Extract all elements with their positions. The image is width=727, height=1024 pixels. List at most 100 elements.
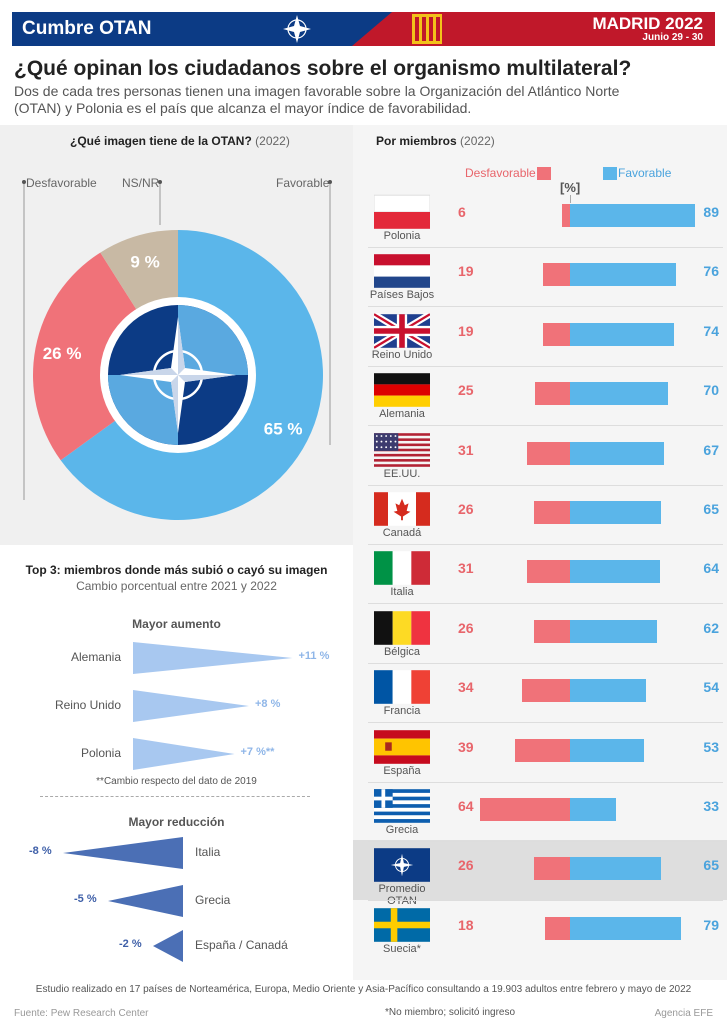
country-name: EE.UU. xyxy=(383,467,421,480)
flag-canada-icon xyxy=(374,492,430,526)
country-name: España xyxy=(383,764,421,777)
country-name: Polonia xyxy=(383,230,421,242)
study-note: Estudio realizado en 17 países de Nortea… xyxy=(35,984,692,995)
flag-polonia-icon xyxy=(374,194,430,229)
unfavorable-bar xyxy=(533,501,570,524)
row-separator xyxy=(368,603,723,605)
favorable-bar xyxy=(570,679,646,703)
header-title: Cumbre OTAN xyxy=(22,18,152,39)
unfavorable-value: 39 xyxy=(458,738,474,755)
row-separator xyxy=(368,247,723,248)
country-name: Italia xyxy=(390,586,414,599)
flag-reino-unido-icon xyxy=(374,312,430,349)
favorable-bar xyxy=(570,798,617,821)
flag-paises-bajos-icon xyxy=(374,254,430,289)
row-separator xyxy=(368,484,723,486)
favorable-bar xyxy=(570,441,664,465)
country-row-polonia: Polonia 6 89 xyxy=(368,192,723,250)
increase-value: +8 % xyxy=(255,698,281,710)
favorable-value: 67 xyxy=(703,441,719,458)
decrease-country: España / Canadá xyxy=(195,938,288,952)
pie-label-nsnr: NS/NR xyxy=(122,176,160,190)
unfavorable-value: 26 xyxy=(458,857,474,874)
country-name: Alemania xyxy=(379,408,425,421)
page-title: ¿Qué opinan los ciudadanos sobre el orga… xyxy=(14,57,632,80)
row-separator xyxy=(368,544,723,545)
unfavorable-bar xyxy=(543,263,570,287)
unfavorable-bar xyxy=(533,619,570,643)
decrease-value: -2 % xyxy=(119,938,142,950)
pie-value-ns-nr: 9 % xyxy=(130,253,159,272)
country-name: Grecia xyxy=(385,824,419,836)
unfavorable-value: 26 xyxy=(458,501,474,517)
increase-country: Polonia xyxy=(80,746,121,760)
favorable-value: 89 xyxy=(703,204,719,220)
favorable-bar xyxy=(570,857,661,881)
country-name: Reino Unido xyxy=(371,348,433,361)
page-subtitle: Dos de cada tres personas tienen una ima… xyxy=(14,83,620,116)
pie-value-favorable: 65 % xyxy=(264,420,303,439)
flag-italia-icon xyxy=(374,551,430,586)
country-row-belgica: Bélgica 26 62 xyxy=(368,608,723,666)
pie-leader-dot xyxy=(328,180,332,184)
unfavorable-value: 19 xyxy=(458,263,474,280)
unfavorable-value: 25 xyxy=(458,382,474,399)
pie-label-favorable: Favorable xyxy=(276,176,330,190)
favorable-bar xyxy=(570,738,645,762)
pie-value-desfavorable: 26 % xyxy=(43,344,82,363)
favorable-value: 74 xyxy=(703,322,719,339)
legend-desfavorable: Desfavorable xyxy=(465,166,536,180)
decrease-country: Grecia xyxy=(195,893,231,907)
flag-alemania-icon xyxy=(374,373,430,407)
country-row-grecia: Grecia 64 33 xyxy=(368,786,723,844)
flag-belgica-icon xyxy=(374,610,430,645)
row-separator xyxy=(368,841,723,842)
pie-label-desfavorable: Desfavorable xyxy=(26,176,97,190)
country-name: Países Bajos xyxy=(369,289,435,302)
country-row-canada: Canadá 26 65 xyxy=(368,489,723,547)
header-city: MADRID 2022 xyxy=(592,14,703,33)
increase-wedge-polonia xyxy=(133,738,235,770)
favorable-bar xyxy=(570,204,695,227)
legend-swatch-favorable xyxy=(603,167,617,180)
unfavorable-value: 64 xyxy=(458,798,474,814)
legend-favorable: Favorable xyxy=(618,166,672,180)
favorable-value: 65 xyxy=(703,501,719,517)
row-separator xyxy=(368,662,723,664)
flag-suecia-icon xyxy=(374,907,430,942)
favorable-value: 64 xyxy=(703,560,719,577)
favorable-value: 65 xyxy=(703,857,719,874)
pie-leader-dot xyxy=(22,180,26,184)
favorable-bar xyxy=(570,501,661,524)
unfavorable-value: 34 xyxy=(458,679,474,696)
favorable-value: 54 xyxy=(703,679,719,696)
country-row-ee-uu: EE.UU. 31 67 xyxy=(368,430,723,488)
increase-country: Alemania xyxy=(70,650,121,664)
header-banner: Cumbre OTAN MADRID 2022 Junio 29 - 30 xyxy=(12,12,715,46)
decrease-wedge-grecia xyxy=(108,885,183,917)
unfavorable-value: 31 xyxy=(458,441,474,458)
header-decoration xyxy=(283,12,715,46)
nato-emblem-icon xyxy=(100,297,256,453)
row-separator xyxy=(368,781,723,783)
pie-chart: 65 % 26 % 9 % xyxy=(22,180,332,520)
divider xyxy=(40,796,310,797)
favorable-value: 76 xyxy=(703,263,719,280)
decrease-value: -5 % xyxy=(74,893,97,905)
increase-country: Reino Unido xyxy=(54,698,121,712)
increase-heading: Mayor aumento xyxy=(132,617,221,631)
decrease-country: Italia xyxy=(195,845,221,859)
madrid-coat-of-arms-icon xyxy=(412,14,442,44)
no-member-note: *No miembro; solicitó ingreso xyxy=(385,1007,516,1018)
unfavorable-value: 18 xyxy=(458,916,474,933)
row-separator xyxy=(368,365,723,367)
top3-chart xyxy=(63,642,293,962)
unfavorable-value: 19 xyxy=(458,322,474,339)
row-separator xyxy=(368,722,723,724)
favorable-value: 79 xyxy=(703,916,719,933)
country-row-suecia: Suecia* 18 79 xyxy=(368,905,723,963)
country-row-reino-unido: Reino Unido 19 74 xyxy=(368,311,723,369)
flag-francia-icon xyxy=(374,670,430,704)
unfavorable-value: 31 xyxy=(458,560,474,577)
unfavorable-bar xyxy=(515,738,570,762)
